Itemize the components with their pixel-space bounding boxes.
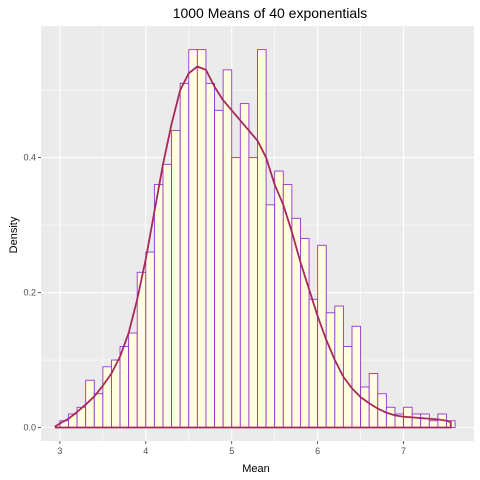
x-axis-ticks: 3 4 5 6 7 [57, 441, 406, 456]
y-axis-title: Density [8, 216, 20, 253]
x-tick-label: 5 [229, 446, 234, 456]
x-tick-label: 3 [57, 446, 62, 456]
x-tick-label: 4 [143, 446, 148, 456]
histogram-bar [274, 170, 284, 428]
histogram-bar [325, 312, 336, 428]
histogram-bar [239, 103, 250, 428]
histogram-bar [119, 346, 130, 428]
histogram-bar [428, 420, 439, 428]
y-tick-label: 0.2 [23, 288, 36, 298]
histogram-bar [248, 157, 258, 428]
histogram-bar [171, 130, 181, 428]
x-axis-title: Mean [242, 463, 270, 475]
density-curve-group [54, 65, 452, 429]
histogram-bar [420, 413, 430, 428]
histogram-bar [205, 82, 215, 428]
histogram-bar [385, 406, 396, 428]
histogram-bar [196, 49, 207, 428]
chart-title: 1000 Means of 40 exponentials [173, 5, 368, 21]
histogram-bar [222, 69, 233, 428]
histogram-bar [162, 163, 173, 428]
histogram-bar [360, 386, 370, 428]
histogram-bar [145, 251, 155, 428]
x-tick-label: 6 [315, 446, 320, 456]
histogram-bar [179, 82, 190, 428]
y-tick-label: 0.4 [23, 153, 36, 163]
histogram-bar [351, 325, 362, 428]
histogram-bar [308, 298, 319, 428]
histogram-bar [128, 332, 138, 428]
histogram-bar [214, 109, 224, 428]
y-axis-ticks: 0.0 0.2 0.4 [23, 153, 41, 433]
histogram-bar [188, 49, 198, 428]
histogram-bar [265, 204, 276, 428]
histogram-bar [93, 393, 104, 428]
histogram-bar [368, 373, 379, 428]
density-curve [54, 65, 452, 429]
histogram-bar [153, 184, 164, 428]
histogram-bar [231, 157, 241, 428]
y-tick-label: 0.0 [23, 423, 36, 433]
x-tick-label: 7 [401, 446, 406, 456]
histogram-bar [411, 413, 422, 428]
histogram-bar [257, 49, 267, 428]
